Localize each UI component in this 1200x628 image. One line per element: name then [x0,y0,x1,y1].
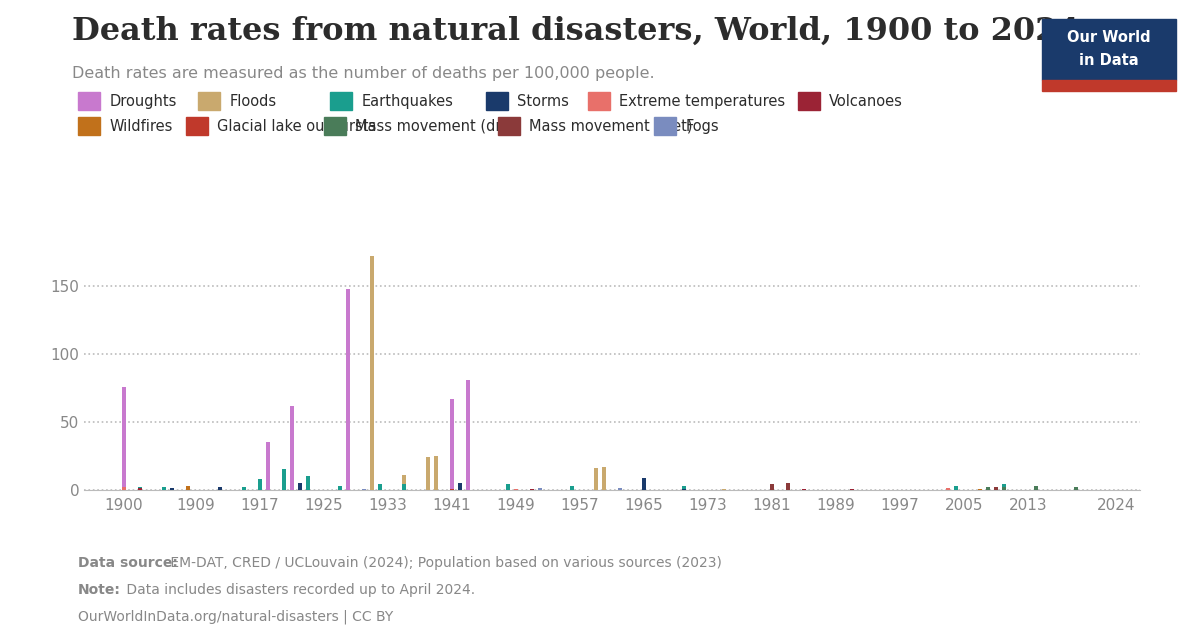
Bar [786,483,791,490]
Text: Our World: Our World [1067,31,1151,45]
Bar [850,489,854,490]
Text: Death rates from natural disasters, World, 1900 to 2024: Death rates from natural disasters, Worl… [72,16,1080,46]
Bar [258,479,263,490]
Bar [162,487,167,490]
Bar [570,486,575,490]
Bar [241,487,246,490]
Bar [337,486,342,490]
Text: Earthquakes: Earthquakes [361,94,454,109]
Bar [265,442,270,490]
Bar [601,467,606,490]
Bar [169,489,174,490]
Bar [217,487,222,490]
Bar [985,487,990,490]
Bar [1002,487,1007,490]
Bar [169,488,174,490]
Bar [1002,484,1007,490]
Text: Droughts: Droughts [109,94,176,109]
Bar [954,486,959,490]
Text: Death rates are measured as the number of deaths per 100,000 people.: Death rates are measured as the number o… [72,66,655,81]
Bar [402,484,407,490]
Bar [978,489,983,490]
Text: in Data: in Data [1079,53,1139,68]
Bar [450,399,455,490]
Text: Volcanoes: Volcanoes [829,94,904,109]
Bar [994,489,998,490]
Text: EM-DAT, CRED / UCLouvain (2024); Population based on various sources (2023): EM-DAT, CRED / UCLouvain (2024); Populat… [166,556,721,570]
Text: Floods: Floods [229,94,276,109]
Bar [538,489,542,490]
Bar [138,487,143,490]
Bar [186,486,191,490]
Text: Wildfires: Wildfires [109,119,173,134]
Bar [121,487,126,490]
Text: Note:: Note: [78,583,121,597]
Bar [378,484,383,490]
Bar [370,256,374,490]
Bar [721,489,726,490]
Bar [682,486,686,490]
Bar [466,380,470,490]
Bar [361,489,366,490]
Text: Data includes disasters recorded up to April 2024.: Data includes disasters recorded up to A… [122,583,475,597]
Bar [642,478,647,490]
Text: Storms: Storms [517,94,569,109]
Bar [402,475,407,490]
Bar [1074,487,1079,490]
Bar [306,476,311,490]
Text: Mass movement (wet): Mass movement (wet) [529,119,692,134]
Bar [994,487,998,490]
Bar [138,489,143,490]
Bar [433,456,438,490]
Bar [282,470,287,490]
Bar [514,489,518,490]
Bar [505,484,510,490]
Bar [529,489,534,490]
Bar [186,486,191,490]
Text: Data source:: Data source: [78,556,178,570]
Bar [298,483,302,490]
Bar [802,489,806,490]
Text: Extreme temperatures: Extreme temperatures [619,94,785,109]
Bar [594,468,599,490]
Text: Mass movement (dry): Mass movement (dry) [355,119,516,134]
Bar [682,489,686,490]
Bar [121,387,126,490]
Bar [346,289,350,490]
Text: Fogs: Fogs [685,119,719,134]
Text: Glacial lake outbursts: Glacial lake outbursts [217,119,377,134]
Bar [426,457,431,490]
Bar [769,484,774,490]
Bar [457,483,462,490]
Text: OurWorldInData.org/natural-disasters | CC BY: OurWorldInData.org/natural-disasters | C… [78,609,394,624]
Bar [618,489,623,490]
Bar [946,489,950,490]
Bar [1033,486,1038,490]
Bar [289,406,294,490]
